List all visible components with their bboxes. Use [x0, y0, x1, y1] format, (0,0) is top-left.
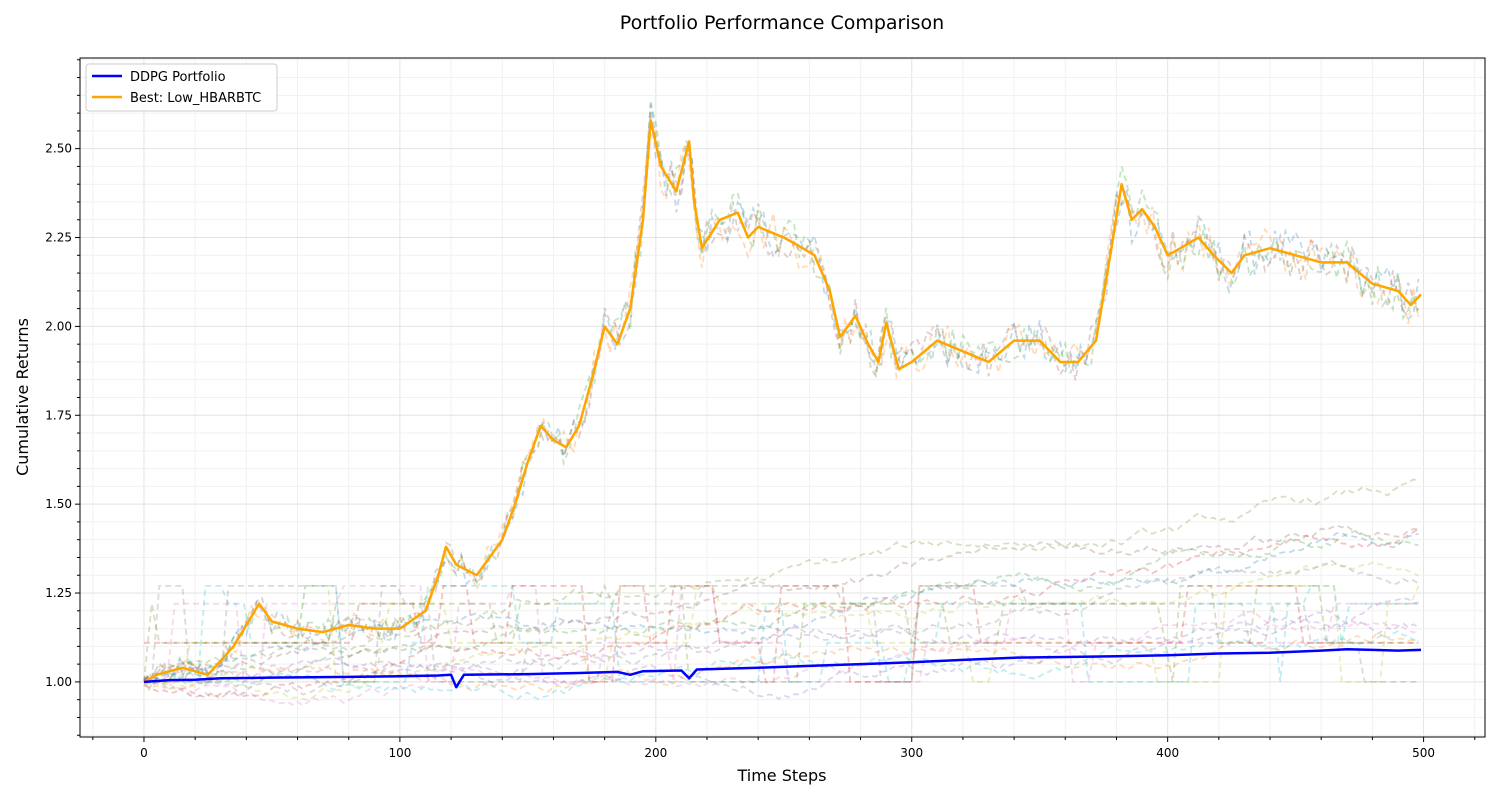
- x-tick-label: 500: [1412, 746, 1435, 760]
- asset-series-line: [143, 559, 1419, 700]
- y-tick-label: 1.25: [45, 586, 72, 600]
- x-tick-label: 100: [388, 746, 411, 760]
- legend-box: [85, 63, 278, 112]
- asset-series-line: [144, 585, 1419, 683]
- asset-series-line: [143, 632, 1419, 693]
- gridlines: [80, 58, 1485, 737]
- asset-series-line: [143, 112, 1420, 686]
- main-series: [143, 118, 1422, 689]
- asset-series-line: [144, 585, 1419, 683]
- x-tick-label: 400: [1156, 746, 1179, 760]
- series-line: [143, 118, 1422, 683]
- x-axis-ticks: 0 100 200 300 400 500: [92, 737, 1476, 760]
- y-tick-label: 1.00: [45, 675, 72, 689]
- y-tick-label: 2.50: [45, 142, 72, 156]
- series-line: [143, 647, 1422, 689]
- x-axis-label: Time Steps: [736, 766, 826, 785]
- chart-title: Portfolio Performance Comparison: [620, 12, 944, 34]
- y-tick-label: 2.00: [45, 319, 72, 333]
- asset-series-line: [143, 609, 1419, 680]
- asset-series-line: [143, 529, 1419, 685]
- asset-series-line: [144, 585, 1420, 683]
- y-tick-label: 1.50: [45, 497, 72, 511]
- x-tick-label: 200: [644, 746, 667, 760]
- y-axis-ticks: 1.00 1.25 1.50 1.75 2.00 2.25 2.50: [45, 59, 80, 736]
- asset-series-line: [143, 524, 1419, 682]
- asset-series-line: [143, 100, 1420, 685]
- asset-series-line: [143, 630, 1419, 701]
- asset-series-line: [143, 528, 1419, 699]
- legend-label-best: Best: Low_HBARBTC: [130, 91, 261, 106]
- y-tick-label: 2.25: [45, 231, 72, 245]
- legend-label-ddpg: DDPG Portfolio: [130, 70, 226, 85]
- asset-series-line: [143, 597, 1419, 701]
- y-tick-label: 1.75: [45, 408, 72, 422]
- asset-series-line: [144, 585, 1419, 683]
- asset-series-line: [143, 561, 1419, 702]
- asset-series-line: [143, 610, 1419, 707]
- legend: DDPG Portfolio Best: Low_HBARBTC: [85, 63, 278, 112]
- x-tick-label: 0: [140, 746, 148, 760]
- asset-series-line: [143, 478, 1419, 682]
- x-tick-label: 300: [900, 746, 923, 760]
- y-axis-label: Cumulative Returns: [13, 318, 32, 476]
- asset-series-line: [143, 583, 1419, 683]
